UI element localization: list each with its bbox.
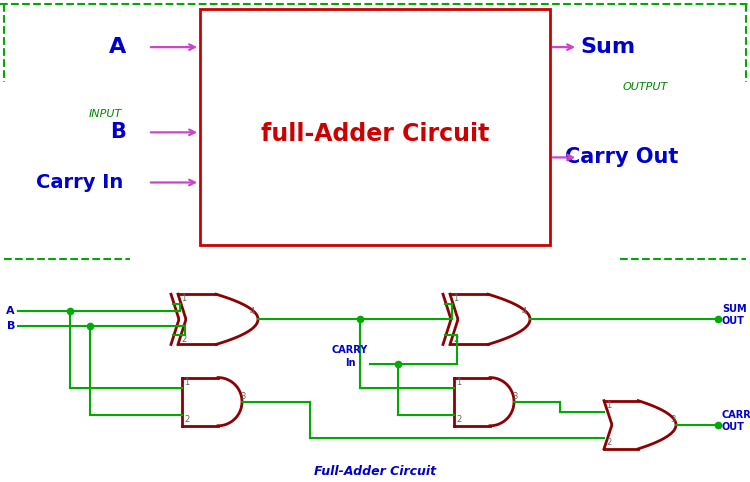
Text: Carry In: Carry In [36,173,124,192]
Text: 2: 2 [606,438,611,447]
Text: Sum: Sum [580,37,635,57]
Text: 3: 3 [512,392,517,401]
Text: 2: 2 [456,415,461,424]
Text: 1: 1 [456,378,461,388]
Text: A: A [6,306,15,316]
Text: 2: 2 [181,335,186,344]
Text: CARRY: CARRY [332,346,368,355]
Text: SUM: SUM [722,304,746,314]
Text: 3: 3 [670,415,675,424]
Text: A: A [110,37,127,57]
Text: Full-Adder Circuit: Full-Adder Circuit [314,466,436,479]
Text: OUTPUT: OUTPUT [622,82,668,92]
Text: OUT: OUT [722,422,745,432]
Text: Carry Out: Carry Out [565,147,678,167]
Bar [200,9,550,245]
Text: B: B [7,321,15,331]
Text: 1: 1 [184,378,189,388]
Text: full-Adder Circuit: full-Adder Circuit [261,122,489,147]
Text: 1: 1 [453,294,458,303]
Text: CARRY: CARRY [722,410,750,420]
Text: 4: 4 [522,308,527,316]
Text: OUT: OUT [722,316,745,326]
Text: B: B [110,122,126,142]
Text: 1: 1 [181,294,186,303]
Text: 2: 2 [184,415,189,424]
Text: INPUT: INPUT [88,109,122,120]
Text: 4: 4 [250,308,255,316]
Text: 3: 3 [240,392,245,401]
Text: In: In [345,358,355,367]
Text: 1: 1 [606,402,611,411]
Text: 2: 2 [453,335,458,344]
